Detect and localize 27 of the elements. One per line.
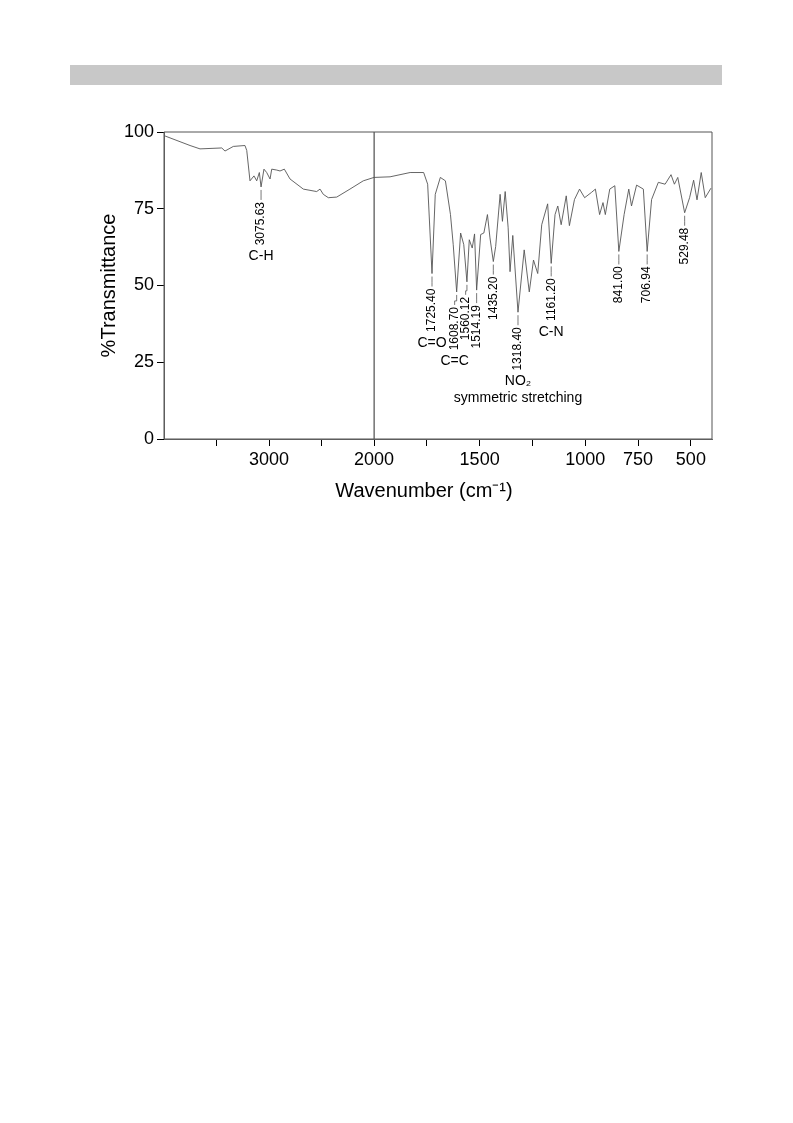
x-tick-label: 1500 — [459, 448, 500, 469]
annotation: C=O — [417, 333, 447, 350]
x-tick-label: 2000 — [353, 448, 395, 469]
x-axis-title: Wavenumber (cm⁻¹) — [334, 478, 514, 503]
annotation: C-N — [538, 322, 564, 339]
annotation: 706.94 — [639, 266, 654, 304]
x-tick-label: 500 — [675, 448, 706, 469]
annotation: symmetric stretching — [453, 389, 583, 406]
y-tick-label: 100 — [123, 120, 154, 141]
x-tick-label: 3000 — [248, 448, 290, 469]
annotation: 3075.63 — [253, 201, 268, 246]
annotation: 1161.20 — [543, 278, 558, 321]
x-tick-label: 750 — [623, 448, 654, 469]
annotation: NO₂ — [504, 372, 532, 389]
annotation: 529.48 — [676, 227, 691, 265]
y-axis-title: %Transmittance — [96, 213, 119, 358]
y-tick-label: 25 — [133, 351, 154, 372]
annotation: 841.00 — [611, 266, 626, 304]
y-tick-label: 50 — [133, 274, 154, 295]
y-tick-label: 75 — [133, 197, 154, 218]
y-tick-label: 0 — [143, 427, 154, 448]
annotation: 1318.40 — [510, 326, 525, 371]
x-tick-label: 1000 — [565, 448, 606, 469]
annotation: C=C — [440, 352, 469, 369]
annotation: 1435.20 — [485, 276, 500, 320]
annotation: C-H — [248, 247, 274, 264]
annotation: 1725.40 — [424, 288, 439, 332]
